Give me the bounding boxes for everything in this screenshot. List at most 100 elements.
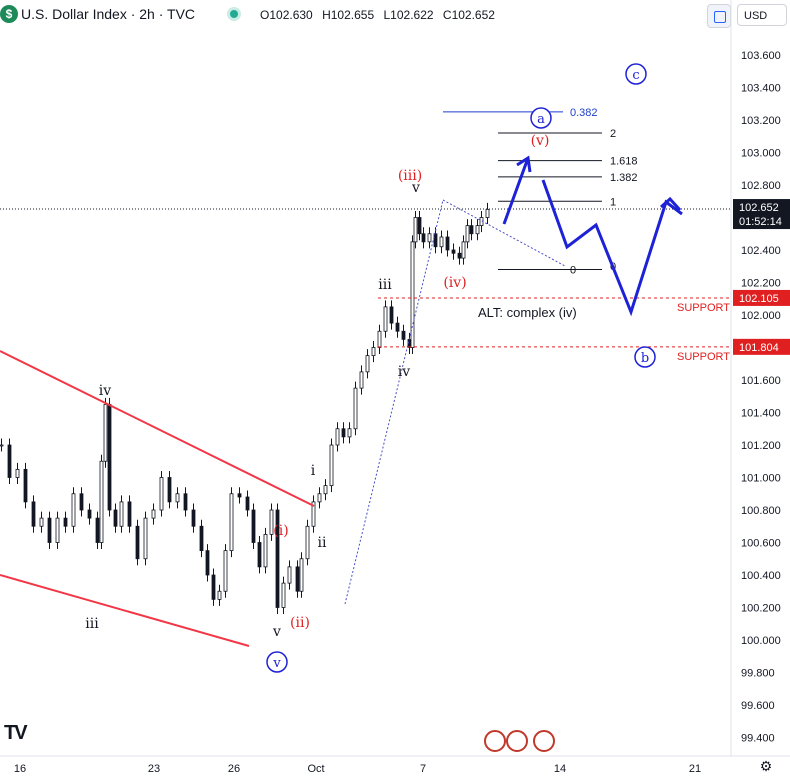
- candle-body: [305, 525, 310, 560]
- price-tick-label: 101.600: [741, 375, 781, 387]
- support-label: SUPPORT: [677, 302, 730, 314]
- wave-label: iv: [398, 364, 410, 380]
- candle-body: [143, 517, 148, 560]
- chart-header: $ U.S. Dollar Index · 2h · TVC O102.630 …: [0, 0, 787, 30]
- candle-body: [167, 477, 172, 503]
- projection-arrow: [502, 157, 530, 225]
- candle-body: [295, 566, 300, 592]
- ohlc-open-label: O: [260, 8, 270, 22]
- candle-body: [347, 428, 352, 438]
- candle-body: [371, 347, 376, 357]
- candle-body: [329, 444, 334, 487]
- price-tick-label: 103.400: [741, 83, 781, 95]
- time-tick-label: Oct: [307, 763, 324, 775]
- fib-level-label: 1.382: [610, 172, 638, 184]
- candle-body: [183, 493, 188, 511]
- candle-body: [159, 477, 164, 511]
- wave-label: v: [411, 180, 420, 196]
- candle-body: [317, 493, 322, 503]
- candle-body: [79, 493, 84, 511]
- price-tick-label: 100.800: [741, 505, 781, 517]
- time-tick-label: 16: [14, 763, 26, 775]
- candle-body: [15, 468, 20, 478]
- candle-body: [475, 225, 480, 235]
- wave-label-circled: a: [537, 112, 545, 127]
- time-tick-label: 23: [148, 763, 160, 775]
- ohlc-low-value: 102.622: [390, 8, 434, 22]
- fib-level-label: 2: [610, 128, 616, 140]
- price-tick-label: 102.000: [741, 310, 781, 322]
- candle-body: [151, 509, 156, 519]
- candle-body: [0, 444, 4, 447]
- wave-label-red: (iv): [443, 275, 466, 291]
- projection-path: [541, 179, 683, 317]
- price-tick-label: 100.400: [741, 570, 781, 582]
- ohlc-close-label: C: [442, 8, 452, 22]
- candle-body: [421, 233, 426, 243]
- price-tick-label: 102.400: [741, 245, 781, 257]
- wave-circle: [530, 107, 552, 129]
- symbol-title[interactable]: U.S. Dollar Index · 2h · TVC: [21, 6, 196, 22]
- wave-label: iii: [378, 277, 392, 293]
- candle-body: [445, 236, 450, 251]
- candle-body: [245, 496, 250, 511]
- candle-body: [457, 252, 462, 259]
- candle-body: [377, 330, 382, 348]
- tradingview-logo[interactable]: TV: [4, 722, 28, 744]
- support-price-label: 101.804: [739, 342, 779, 354]
- wave-label-red: (i): [273, 523, 288, 539]
- price-tick-label: 101.200: [741, 440, 781, 452]
- candle-body: [211, 574, 216, 600]
- candle-body: [335, 428, 340, 446]
- candle-body: [71, 493, 76, 527]
- candle-body: [269, 509, 274, 535]
- candle-body: [55, 517, 60, 543]
- currency-selector[interactable]: USD: [737, 4, 787, 26]
- square-icon: [714, 11, 726, 23]
- candle-body: [175, 493, 180, 503]
- candle-body: [257, 542, 262, 568]
- time-tick-label: 21: [689, 763, 701, 775]
- candle-body: [127, 501, 132, 527]
- last-price-label: 102.652: [739, 202, 779, 214]
- wave-label: v: [272, 624, 281, 640]
- support-price-label: 102.105: [739, 293, 779, 305]
- wave-label: iii: [85, 616, 99, 632]
- candle-body: [191, 509, 196, 527]
- candle-body: [47, 517, 52, 543]
- object-tree-button[interactable]: [707, 4, 731, 28]
- time-axis[interactable]: 16 23 26 Oct 7 14 21: [0, 755, 790, 775]
- alt-annotation: ALT: complex (iv): [478, 305, 577, 320]
- gear-icon[interactable]: ⚙: [759, 758, 773, 774]
- market-status-icon: [230, 10, 238, 18]
- support-price-tag: [733, 289, 790, 306]
- candle-body: [359, 371, 364, 389]
- support-price-tag: [733, 338, 790, 355]
- wave-label: iv: [99, 383, 111, 399]
- price-axis[interactable]: 103.600 103.400 103.200 103.000 102.800 102.6…: [730, 0, 781, 756]
- time-tick-label: 7: [420, 763, 426, 775]
- ohlc-open-value: 102.630: [269, 8, 313, 22]
- candle-body: [287, 566, 292, 584]
- ohlc-high-value: 102.655: [330, 8, 375, 22]
- candles: [0, 202, 490, 614]
- us-flag-icon: [506, 730, 528, 752]
- candle-body: [433, 233, 438, 248]
- wave-label-circled: b: [641, 351, 649, 366]
- candle-body: [299, 558, 304, 592]
- candle-body: [223, 550, 228, 592]
- candle-body: [485, 208, 490, 218]
- candle-body: [39, 517, 44, 527]
- candle-body: [395, 322, 400, 332]
- candle-body: [410, 241, 415, 348]
- us-flag-icon: [533, 730, 555, 752]
- drawings: SUPPORT 102.105 SUPPORT 101.804 102.652 01:52…: [0, 107, 790, 647]
- wave-label: ii: [318, 535, 327, 551]
- us-flag-icon: [484, 730, 506, 752]
- candle-body: [263, 533, 268, 568]
- candle-body: [95, 517, 100, 543]
- price-tick-label: 101.000: [741, 473, 781, 485]
- fib-level-label: 1: [610, 196, 616, 208]
